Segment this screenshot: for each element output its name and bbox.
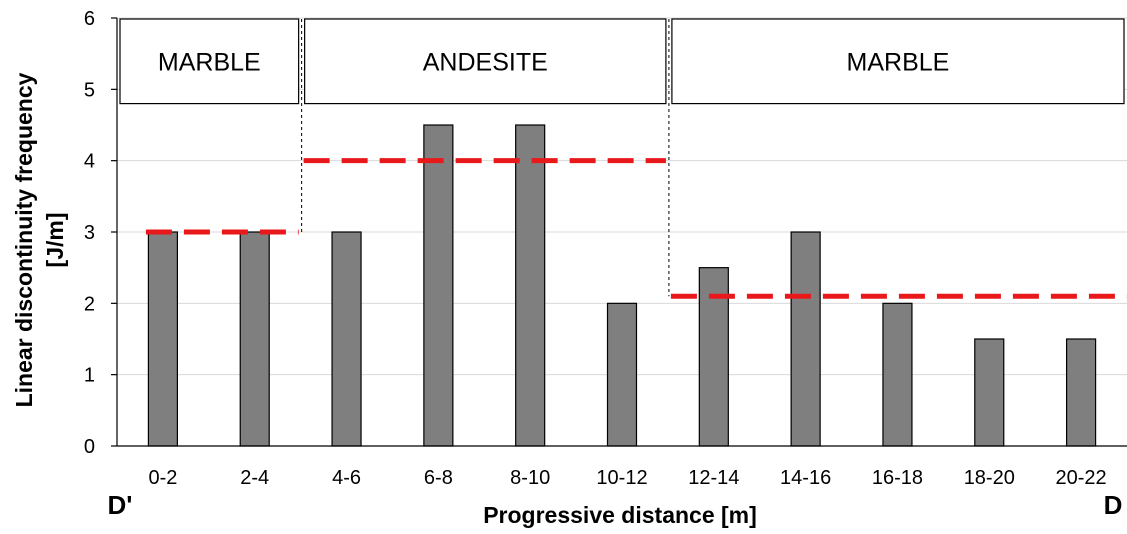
bar-8-10 <box>515 124 546 447</box>
y-tick-label-5: 5 <box>84 79 95 101</box>
x-tick-label-18-20: 18-20 <box>964 467 1015 489</box>
bar-10-12 <box>606 302 638 447</box>
x-tick-label-2-4: 2-4 <box>240 467 269 489</box>
y-tick-label-4: 4 <box>84 151 95 173</box>
zone-boxes: MARBLE ANDESITE MARBLE <box>119 18 1125 297</box>
zone-label-2: MARBLE <box>847 48 950 76</box>
bar-14-16 <box>790 231 821 447</box>
zone-box-1 <box>304 18 667 105</box>
y-tick-label-0: 0 <box>84 436 95 458</box>
x-tick-label-20-22: 20-22 <box>1056 467 1107 489</box>
start-point-label: D' <box>108 490 133 520</box>
y-tick-label-1: 1 <box>84 365 95 387</box>
bar-16-18 <box>882 302 913 447</box>
bar-20-22 <box>1065 338 1097 447</box>
x-tick-label-8-10: 8-10 <box>510 467 550 489</box>
bar-6-8 <box>423 124 454 447</box>
bars <box>147 124 1097 447</box>
x-tick-label-10-12: 10-12 <box>596 467 647 489</box>
zone-label-0: MARBLE <box>158 48 261 76</box>
zone-label-1: ANDESITE <box>423 48 548 76</box>
bar-0-2 <box>147 231 179 447</box>
zone-box-0 <box>119 18 300 105</box>
x-tick-label-12-14: 12-14 <box>688 467 739 489</box>
y-tick-label-3: 3 <box>84 222 95 244</box>
bar-4-6 <box>331 231 362 447</box>
zone-box-2 <box>671 18 1125 105</box>
zone-mean-lines <box>145 158 1127 299</box>
x-tick-label-0-2: 0-2 <box>148 467 177 489</box>
axes: 0 1 2 3 4 5 6 0-2 2-4 4-6 6-8 8-10 10-12 12-14 14-16 16… <box>84 8 1127 489</box>
x-tick-label-16-18: 16-18 <box>872 467 923 489</box>
x-tick-label-6-8: 6-8 <box>424 467 453 489</box>
x-tick-label-14-16: 14-16 <box>780 467 831 489</box>
y-axis-title-line1: Linear discontinuity frequency <box>11 72 37 407</box>
end-point-label: D <box>1104 490 1123 520</box>
y-tick-label-2: 2 <box>84 293 95 315</box>
bar-2-4 <box>239 231 270 447</box>
x-axis-title: Progressive distance [m] <box>483 502 757 528</box>
y-axis-title-line2: [J/m] <box>42 213 68 268</box>
y-tick-label-6: 6 <box>84 8 95 30</box>
bar-18-20 <box>974 338 1005 447</box>
x-tick-label-4-6: 4-6 <box>332 467 361 489</box>
